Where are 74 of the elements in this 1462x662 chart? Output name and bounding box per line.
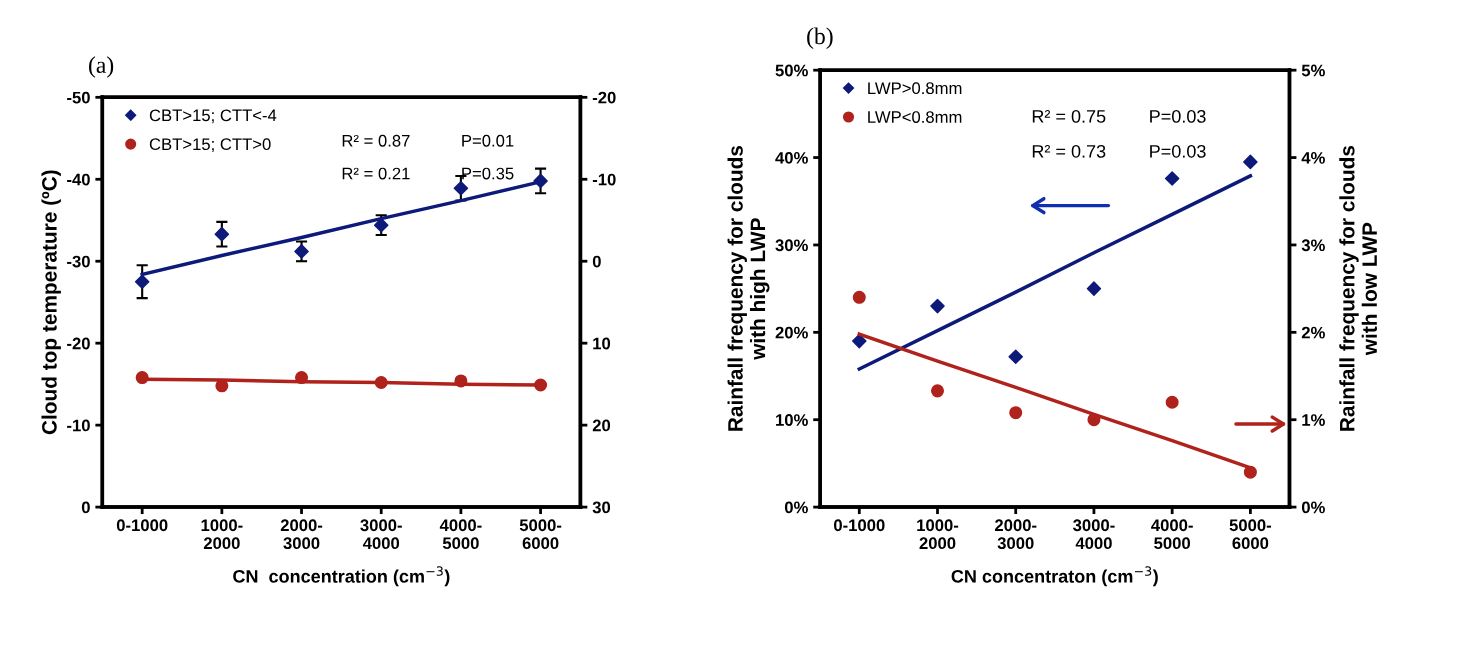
x-axis-title: CN concentration (cm$^{−3}$) (233, 566, 450, 587)
x-tick-label: 4000- 5000 (439, 519, 482, 550)
y2-axis-title: Rainfall frequency for clouds with low LWP (1339, 145, 1378, 431)
y2-tick-label: 5% (1301, 64, 1325, 77)
annotation: P=0.03 (1150, 109, 1206, 123)
point (1164, 171, 1180, 186)
x-tick-label: 2000- 3000 (280, 519, 323, 550)
y2-tick-label: 3% (1301, 239, 1325, 252)
point (533, 173, 548, 189)
annotation: P=0.35 (462, 167, 514, 180)
y2-tick-label: 20 (592, 419, 611, 432)
x-tick-label: 5000- 6000 (1229, 519, 1272, 550)
y-tick-label: -50 (67, 91, 90, 104)
y2-tick-label: 0% (1301, 501, 1325, 514)
line-series (857, 174, 1253, 371)
point (930, 298, 945, 314)
point (1243, 465, 1257, 479)
y-tick-label: -30 (67, 255, 90, 268)
y-tick-label: 50% (775, 64, 808, 77)
point (1009, 406, 1023, 420)
y-axis-title: Cloud top temperature (ºC) (41, 170, 61, 435)
y2-tick-label: 0 (592, 255, 601, 268)
point (134, 274, 150, 289)
y2-tick-label: 1% (1302, 414, 1325, 426)
y-tick-label: 30% (775, 239, 808, 252)
point (1243, 154, 1258, 170)
x-tick-label: 3000- 4000 (360, 519, 402, 550)
point (1086, 281, 1102, 296)
y2-tick-label: 2% (1301, 326, 1325, 339)
annotation: P=0.03 (1150, 144, 1206, 158)
y-axis-title: Rainfall frequency for clouds with high LWP (727, 145, 770, 431)
legend-label: LWP<0.8mm (868, 111, 962, 123)
y-tick-label: 10% (776, 414, 808, 426)
y-tick-label: -40 (67, 173, 90, 186)
x-tick-label: 1000- 2000 (201, 519, 243, 550)
y2-tick-label: 30 (592, 501, 611, 514)
point (1008, 349, 1024, 365)
y-tick-label: 40% (775, 151, 808, 164)
point (1165, 395, 1179, 409)
y2-tick-label: -20 (592, 91, 616, 104)
y-tick-label: 0 (81, 501, 90, 514)
annotation: R² = 0.87 (342, 134, 410, 147)
y2-tick-label: -10 (592, 173, 616, 186)
annotation: R² = 0.73 (1032, 144, 1106, 158)
x-tick-label: 1000- 2000 (917, 519, 959, 550)
point (852, 290, 866, 304)
legend-label: CBT>15; CTT<-4 (149, 109, 277, 124)
y-tick-label: -10 (67, 419, 90, 432)
point (852, 333, 867, 349)
point (214, 226, 230, 242)
point (453, 181, 469, 196)
point (294, 244, 309, 259)
x-tick-label: 5000- 6000 (519, 519, 562, 550)
annotation: R² = 0.75 (1032, 109, 1106, 123)
legend-label: LWP>0.8mm (868, 82, 962, 95)
point (373, 217, 389, 233)
y-tick-label: -20 (67, 337, 90, 350)
chart-title: (b) (807, 27, 833, 49)
annotation: R² = 0.21 (342, 167, 410, 180)
annotation: P=0.01 (462, 134, 514, 147)
point (1087, 413, 1101, 427)
x-tick-label: 3000- 4000 (1073, 519, 1115, 550)
legend-label: CBT>15; CTT>0 (149, 138, 271, 153)
x-tick-label: 4000- 5000 (1151, 519, 1193, 550)
chart-title: (a) (89, 56, 114, 78)
x-axis-title: CN concentraton (cm$^{−3}$) (951, 566, 1158, 587)
x-tick-label: 0-1000 (834, 519, 885, 532)
point (931, 384, 945, 398)
y-tick-label: 20% (775, 326, 808, 339)
x-tick-label: 2000- 3000 (994, 519, 1037, 550)
y-tick-label: 0% (784, 501, 808, 514)
x-tick-label: 0-1000 (116, 519, 168, 532)
y2-tick-label: 10 (593, 337, 611, 350)
y2-tick-label: 4% (1301, 152, 1325, 164)
